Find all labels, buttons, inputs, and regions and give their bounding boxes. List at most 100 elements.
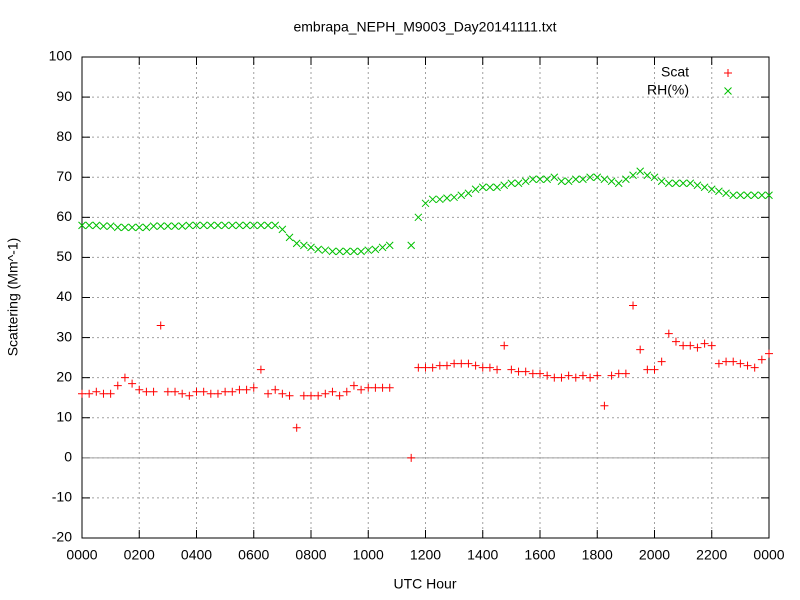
- point: [757, 355, 766, 364]
- point: [257, 221, 265, 230]
- point: [99, 222, 108, 231]
- point: [478, 363, 487, 372]
- point: [256, 365, 265, 374]
- point: [78, 221, 86, 230]
- point: [514, 179, 523, 188]
- point: [99, 389, 108, 398]
- chart-title: embrapa_NEPH_M9003_Day20141111.txt: [293, 19, 556, 35]
- point: [571, 373, 580, 382]
- point: [600, 175, 609, 184]
- point: [464, 189, 473, 198]
- point: [156, 321, 165, 330]
- point: [149, 387, 158, 396]
- legend-marker: [724, 87, 732, 95]
- point: [757, 191, 766, 200]
- x-tick-label: 0200: [124, 547, 155, 563]
- point: [364, 246, 373, 255]
- point: [443, 194, 451, 202]
- point: [371, 383, 380, 392]
- point: [92, 387, 101, 396]
- point: [171, 387, 180, 396]
- point: [521, 177, 530, 186]
- point: [149, 222, 158, 231]
- y-tick-label: 10: [56, 408, 72, 424]
- point: [500, 181, 509, 190]
- point: [643, 171, 652, 180]
- point: [228, 387, 237, 396]
- point: [106, 389, 115, 398]
- point: [486, 183, 494, 192]
- point: [679, 179, 687, 188]
- point: [428, 195, 437, 204]
- point: [729, 357, 738, 366]
- point: [328, 387, 337, 396]
- point: [543, 371, 552, 380]
- point: [199, 387, 208, 396]
- point: [657, 177, 666, 186]
- point: [471, 361, 480, 370]
- point: [378, 243, 387, 252]
- point: [593, 371, 602, 380]
- point: [335, 247, 344, 256]
- point: [342, 387, 351, 396]
- point: [350, 247, 358, 256]
- point: [435, 361, 444, 370]
- y-tick-label: 0: [64, 449, 72, 465]
- point: [414, 363, 423, 372]
- point: [707, 341, 716, 350]
- point: [185, 391, 194, 400]
- y-tick-label: 50: [56, 248, 72, 264]
- point: [614, 369, 623, 378]
- point: [607, 371, 616, 380]
- y-tick-label: -10: [52, 489, 72, 505]
- point: [128, 223, 136, 232]
- point: [672, 179, 680, 188]
- point: [557, 373, 566, 382]
- point: [743, 361, 752, 370]
- point: [493, 183, 501, 192]
- point: [736, 359, 745, 368]
- point: [435, 195, 444, 204]
- point: [600, 401, 609, 410]
- point: [378, 383, 387, 392]
- point: [457, 191, 466, 200]
- point: [478, 183, 487, 192]
- point: [414, 213, 423, 222]
- point: [285, 233, 294, 242]
- y-tick-label: 100: [49, 48, 73, 64]
- point: [349, 381, 358, 390]
- point: [271, 385, 280, 394]
- point: [171, 222, 179, 231]
- point: [586, 173, 594, 182]
- point: [636, 167, 645, 176]
- point: [335, 391, 344, 400]
- point: [249, 221, 258, 230]
- y-tick-label: 80: [56, 128, 72, 144]
- point: [285, 391, 294, 400]
- point: [314, 391, 323, 400]
- point: [671, 337, 680, 346]
- point: [128, 379, 137, 388]
- point: [736, 191, 745, 200]
- point: [242, 221, 251, 230]
- point: [421, 363, 430, 372]
- point: [292, 239, 301, 248]
- point: [636, 345, 645, 354]
- point: [722, 189, 730, 198]
- y-tick-label: -20: [52, 529, 72, 545]
- y-tick-label: 30: [56, 328, 72, 344]
- point: [450, 359, 459, 368]
- y-tick-label: 20: [56, 368, 72, 384]
- point: [543, 175, 552, 184]
- point: [507, 179, 516, 188]
- x-tick-label: 0600: [238, 547, 269, 563]
- point: [622, 175, 630, 184]
- point: [299, 391, 308, 400]
- point: [214, 221, 222, 230]
- point: [328, 247, 337, 256]
- point: [629, 171, 637, 180]
- point: [664, 179, 673, 188]
- point: [142, 223, 151, 232]
- point: [221, 221, 229, 230]
- point: [206, 389, 215, 398]
